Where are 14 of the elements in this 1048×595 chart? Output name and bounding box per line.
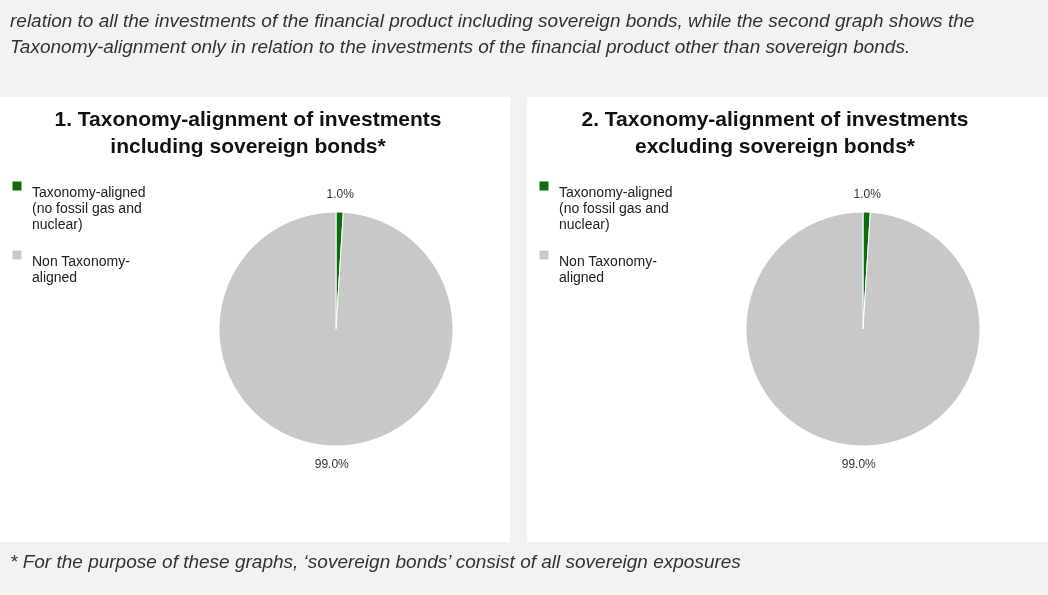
data-label: 99.0% — [314, 456, 350, 471]
legend-label: Non Taxonomy-aligned — [559, 253, 658, 285]
chart-title: 1. Taxonomy-alignment of investments including sovereign bonds* — [54, 107, 442, 157]
data-label: 99.0% — [841, 456, 877, 471]
text: * For the purpose of these graphs, ‘sovereign bonds’ consist of all sovereign exposures — [10, 550, 742, 574]
legend-label: Taxonomy-aligned (no fossil gas and nuclear) — [32, 184, 146, 232]
data-label: 1.0% — [326, 187, 355, 202]
chart-title: 2. Taxonomy-alignment of investments excluding sovereign bonds* — [581, 107, 969, 157]
text: relation to all the investments of the financial product including sovereign bonds, while the second graph shows the Taxonomy-alignment only in relation to the investments of the financial product other than sovereign bonds. — [10, 9, 976, 59]
legend-label: Non Taxonomy-aligned — [32, 253, 131, 285]
data-label: 1.0% — [853, 187, 882, 202]
pie-slice — [745, 211, 981, 447]
pie-slice — [218, 211, 454, 447]
legend-label: Taxonomy-aligned (no fossil gas and nuclear) — [559, 184, 673, 232]
